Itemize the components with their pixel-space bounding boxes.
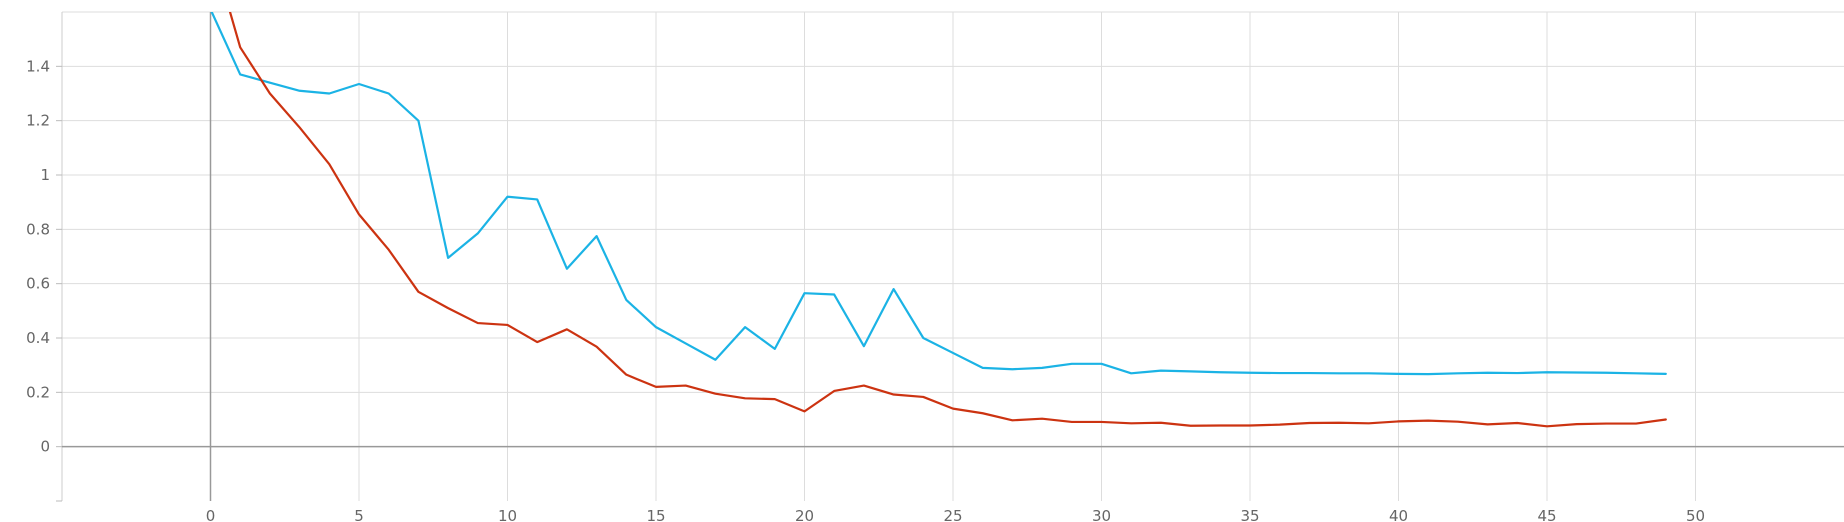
y-tick-label: 0 bbox=[40, 438, 50, 456]
series-line-1 bbox=[210, 12, 1667, 376]
axes bbox=[56, 12, 1844, 502]
grid bbox=[62, 11, 1844, 501]
x-tick-label: 0 bbox=[206, 507, 216, 522]
x-tick-label: 40 bbox=[1389, 507, 1408, 522]
y-tick-label: 1.4 bbox=[26, 57, 50, 75]
x-tick-label: 30 bbox=[1092, 507, 1111, 522]
y-tick-label: 1 bbox=[40, 166, 50, 184]
y-tick-label: 0.2 bbox=[26, 383, 50, 401]
y-tick-label: 0.8 bbox=[26, 220, 50, 238]
y-tick-label: 0.4 bbox=[26, 329, 50, 347]
x-tick-label: 50 bbox=[1686, 507, 1705, 522]
x-tick-label: 35 bbox=[1240, 507, 1259, 522]
x-tick-label: 45 bbox=[1537, 507, 1556, 522]
x-tick-label: 10 bbox=[498, 507, 517, 522]
x-tick-label: 15 bbox=[646, 507, 665, 522]
x-tick-label: 25 bbox=[943, 507, 962, 522]
y-tick-label: 1.2 bbox=[26, 112, 50, 130]
tick-labels: 0 5 10 15 20 25 30 35 40 45 50 0 0.2 0.4 0.6 0.8 1 1.2 1.4 bbox=[26, 57, 1705, 522]
x-tick-label: 20 bbox=[795, 507, 814, 522]
y-tick-label: 0.6 bbox=[26, 275, 50, 293]
series-group bbox=[210, 12, 1667, 428]
series-line-2 bbox=[228, 12, 1667, 428]
x-tick-label: 5 bbox=[354, 507, 364, 522]
